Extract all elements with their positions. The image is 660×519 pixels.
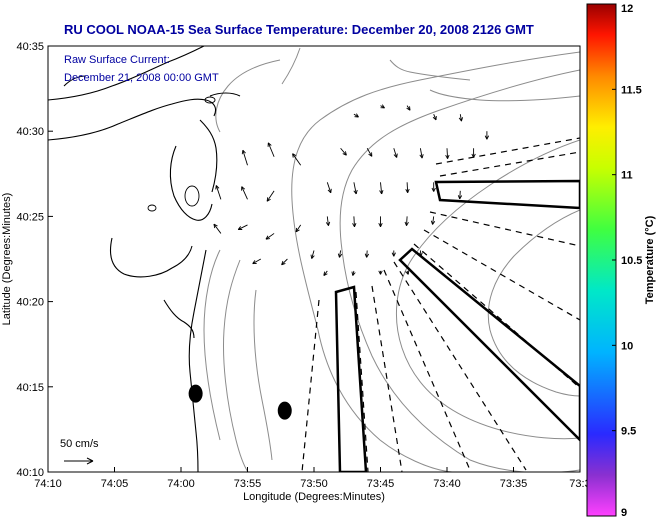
x-tick-label: 73:3: [569, 478, 590, 490]
x-tick-label: 74:10: [34, 478, 62, 490]
current-vector: [353, 182, 358, 195]
current-vector: [419, 148, 424, 159]
current-vector: [445, 148, 450, 159]
y-tick-label: 40:30: [16, 126, 44, 138]
station-marker: [277, 401, 292, 420]
y-tick-label: 40:15: [16, 382, 44, 394]
current-vector: [431, 182, 436, 192]
current-vector: [391, 250, 396, 257]
radar-radials: [301, 137, 580, 472]
colorbar-tick-label: 9.5: [621, 426, 636, 438]
colorbar-tick-label: 9: [621, 507, 627, 519]
current-vector: [406, 105, 411, 111]
current-vector: [323, 270, 328, 276]
scale-arrow: [64, 457, 94, 465]
current-vector: [405, 270, 410, 275]
current-vector: [364, 250, 370, 258]
x-tick-label: 73:50: [300, 478, 328, 490]
y-ticks: 40:35 40:30 40:25 40:20 40:15 40:10: [16, 41, 53, 479]
x-tick-label: 73:55: [234, 478, 262, 490]
current-vector: [215, 185, 222, 200]
current-vector: [241, 149, 248, 166]
current-vector: [292, 153, 302, 166]
radar-sector-outlines: [334, 179, 580, 472]
colorbar-tick-label: 12: [621, 3, 633, 15]
current-vector: [213, 223, 222, 234]
current-vector: [241, 186, 248, 200]
current-vector: [380, 104, 385, 109]
y-axis-label: Latitude (Degrees:Minutes): [1, 193, 13, 326]
current-vector: [340, 147, 347, 156]
colorbar-tick-label: 11: [621, 170, 633, 182]
current-vector: [265, 233, 275, 240]
current-vector: [366, 148, 373, 157]
current-vector: [337, 250, 343, 258]
current-vector: [352, 216, 357, 228]
current-vector: [325, 216, 331, 226]
current-vector: [404, 216, 409, 226]
colorbar-tick-label: 10.5: [621, 255, 642, 267]
y-tick-label: 40:35: [16, 41, 44, 53]
map-layer: Raw Surface Current: December 21, 2008 0…: [48, 46, 580, 472]
colorbar-tick-label: 11.5: [621, 84, 642, 96]
current-vector: [405, 182, 410, 193]
x-tick-label: 73:40: [433, 478, 461, 490]
current-vector: [378, 216, 383, 228]
x-tick-label: 73:45: [367, 478, 395, 490]
current-vector: [379, 182, 384, 195]
current-vector: [353, 113, 359, 118]
current-vector: [432, 113, 437, 121]
current-vector: [237, 224, 248, 231]
colorbar-ticks: 12 11.5 11 10.5 10 9.5 9: [612, 3, 642, 519]
current-vector: [281, 258, 288, 266]
current-vector: [310, 250, 315, 259]
y-tick-label: 40:20: [16, 297, 44, 309]
x-axis-label: Longitude (Degrees:Minutes): [243, 491, 385, 503]
current-vector: [430, 216, 436, 225]
colorbar-label: Temperature (°C): [644, 215, 656, 304]
current-vector: [484, 131, 490, 140]
current-vector: [252, 258, 262, 265]
current-vector: [458, 114, 464, 122]
scale-label: 50 cm/s: [60, 438, 99, 450]
x-tick-label: 73:35: [500, 478, 528, 490]
current-vector: [266, 190, 275, 202]
bathymetry-contours: [203, 47, 580, 472]
current-vector: [378, 270, 383, 275]
x-tick-label: 74:05: [101, 478, 129, 490]
current-vector: [457, 190, 463, 200]
current-vector: [295, 224, 302, 233]
station-marker: [188, 384, 203, 403]
legend-line-1: Raw Surface Current:: [64, 54, 170, 66]
legend-line-2: December 21, 2008 00:00 GMT: [64, 72, 219, 84]
y-tick-label: 40:10: [16, 467, 44, 479]
current-vector: [393, 148, 398, 158]
current-vector: [351, 270, 356, 276]
x-tick-label: 74:00: [167, 478, 195, 490]
landmass-details: [147, 96, 216, 212]
colorbar-tick-label: 10: [621, 340, 633, 352]
chart-title: RU COOL NOAA-15 Sea Surface Temperature:…: [64, 22, 534, 37]
x-ticks: 74:10 74:05 74:00 73:55 73:50 73:45 73:40 73:35…: [34, 467, 591, 490]
plot-background: [48, 46, 580, 472]
current-vector: [267, 142, 275, 157]
y-tick-label: 40:25: [16, 211, 44, 223]
current-vector: [326, 182, 332, 194]
colorbar: [586, 3, 617, 517]
